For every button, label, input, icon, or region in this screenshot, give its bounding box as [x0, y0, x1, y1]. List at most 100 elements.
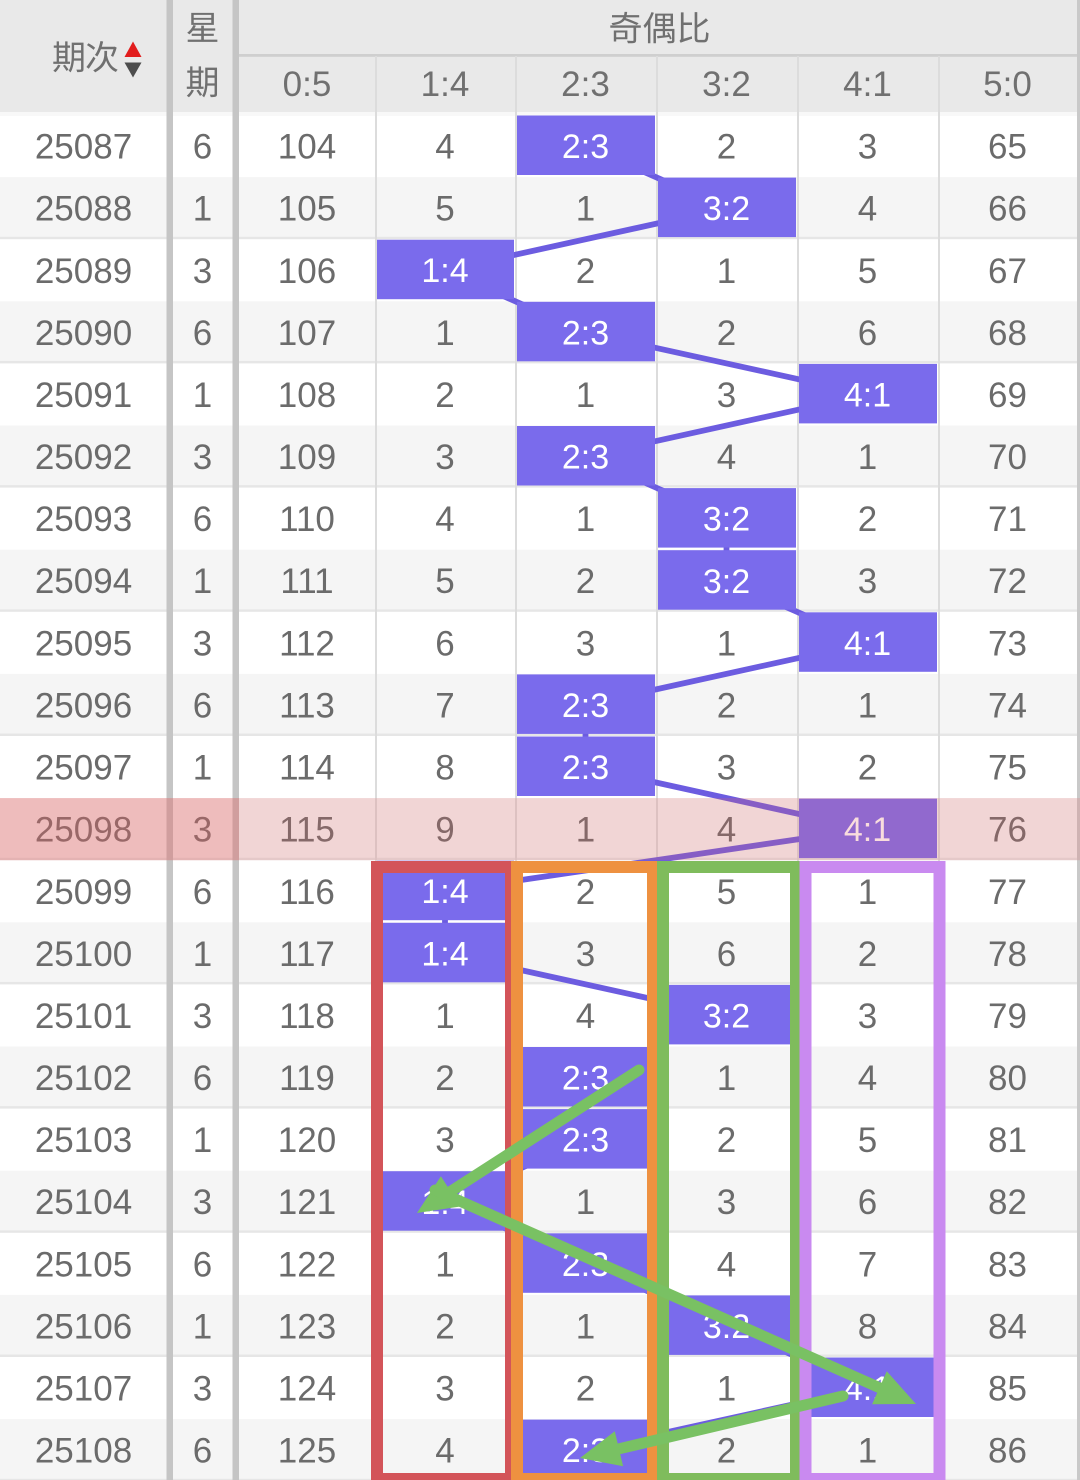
- svg-text:4: 4: [435, 1432, 454, 1471]
- svg-text:105: 105: [278, 190, 336, 229]
- svg-text:115: 115: [279, 811, 335, 850]
- svg-text:2: 2: [576, 873, 595, 912]
- svg-text:76: 76: [988, 811, 1027, 850]
- svg-text:5: 5: [435, 190, 454, 229]
- svg-text:118: 118: [279, 997, 335, 1036]
- svg-text:25088: 25088: [35, 190, 132, 229]
- svg-text:25096: 25096: [35, 686, 132, 725]
- svg-text:25104: 25104: [35, 1183, 132, 1222]
- svg-text:6: 6: [717, 935, 736, 974]
- svg-text:109: 109: [278, 438, 336, 477]
- svg-text:25098: 25098: [35, 811, 132, 850]
- svg-text:77: 77: [988, 873, 1027, 912]
- svg-text:6: 6: [193, 500, 212, 539]
- svg-text:6: 6: [858, 1183, 877, 1222]
- svg-text:123: 123: [278, 1308, 336, 1347]
- svg-text:83: 83: [988, 1245, 1027, 1284]
- svg-text:65: 65: [988, 128, 1027, 167]
- svg-text:0:5: 0:5: [283, 65, 332, 104]
- svg-text:3:2: 3:2: [703, 997, 750, 1035]
- svg-text:67: 67: [988, 252, 1027, 291]
- svg-text:1: 1: [193, 1308, 212, 1347]
- svg-text:66: 66: [988, 190, 1027, 229]
- svg-text:3: 3: [576, 935, 595, 974]
- svg-text:1: 1: [576, 500, 595, 539]
- svg-text:2: 2: [858, 935, 877, 974]
- svg-text:3: 3: [193, 811, 212, 850]
- svg-text:25108: 25108: [35, 1432, 132, 1471]
- svg-text:2:3: 2:3: [562, 314, 609, 352]
- svg-text:1:4: 1:4: [421, 873, 468, 911]
- svg-text:74: 74: [988, 686, 1027, 725]
- svg-text:71: 71: [988, 500, 1027, 539]
- svg-text:3: 3: [435, 1121, 454, 1160]
- svg-text:5: 5: [858, 1121, 877, 1160]
- svg-text:116: 116: [279, 873, 335, 912]
- svg-text:80: 80: [988, 1059, 1027, 1098]
- svg-text:4:1: 4:1: [844, 625, 891, 663]
- svg-text:2:3: 2:3: [562, 749, 609, 787]
- svg-text:25093: 25093: [35, 500, 132, 539]
- svg-text:5: 5: [717, 873, 736, 912]
- svg-text:112: 112: [279, 624, 335, 663]
- svg-text:82: 82: [988, 1183, 1027, 1222]
- svg-text:120: 120: [278, 1121, 336, 1160]
- svg-text:2: 2: [717, 686, 736, 725]
- svg-text:8: 8: [435, 749, 454, 788]
- svg-text:25089: 25089: [35, 252, 132, 291]
- svg-text:1: 1: [193, 190, 212, 229]
- svg-text:25095: 25095: [35, 624, 132, 663]
- svg-text:3:2: 3:2: [703, 501, 750, 539]
- svg-text:25090: 25090: [35, 314, 132, 353]
- svg-text:7: 7: [435, 686, 454, 725]
- svg-text:3: 3: [193, 252, 212, 291]
- svg-text:3: 3: [717, 749, 736, 788]
- svg-text:117: 117: [279, 935, 335, 974]
- svg-text:2: 2: [717, 1432, 736, 1471]
- svg-text:2: 2: [435, 1308, 454, 1347]
- svg-text:25087: 25087: [35, 128, 132, 167]
- svg-text:3: 3: [858, 997, 877, 1036]
- svg-text:6: 6: [193, 1059, 212, 1098]
- svg-text:1: 1: [576, 376, 595, 415]
- svg-text:2: 2: [576, 562, 595, 601]
- svg-text:6: 6: [193, 686, 212, 725]
- svg-text:25106: 25106: [35, 1308, 132, 1347]
- svg-text:1: 1: [717, 624, 736, 663]
- svg-text:8: 8: [858, 1308, 877, 1347]
- svg-text:121: 121: [278, 1183, 336, 1222]
- svg-text:2: 2: [858, 749, 877, 788]
- svg-text:25099: 25099: [35, 873, 132, 912]
- svg-text:73: 73: [988, 624, 1027, 663]
- svg-text:1: 1: [193, 935, 212, 974]
- svg-text:9: 9: [435, 811, 454, 850]
- svg-text:72: 72: [988, 562, 1027, 601]
- svg-text:4:1: 4:1: [843, 65, 892, 104]
- svg-text:2:3: 2:3: [561, 65, 610, 104]
- svg-text:3: 3: [193, 438, 212, 477]
- svg-text:113: 113: [279, 686, 335, 725]
- svg-text:107: 107: [278, 314, 336, 353]
- svg-text:1: 1: [858, 873, 877, 912]
- svg-text:1:4: 1:4: [421, 65, 470, 104]
- svg-text:3: 3: [858, 128, 877, 167]
- svg-text:5: 5: [858, 252, 877, 291]
- svg-text:3: 3: [858, 562, 877, 601]
- svg-text:6: 6: [435, 624, 454, 663]
- svg-text:6: 6: [193, 1432, 212, 1471]
- svg-text:2:3: 2:3: [562, 128, 609, 166]
- svg-text:2: 2: [717, 1121, 736, 1160]
- svg-text:25107: 25107: [35, 1370, 132, 1409]
- svg-text:106: 106: [278, 252, 336, 291]
- svg-text:25105: 25105: [35, 1245, 132, 1284]
- svg-text:69: 69: [988, 376, 1027, 415]
- svg-text:1: 1: [435, 997, 454, 1036]
- svg-text:3: 3: [193, 1183, 212, 1222]
- svg-text:4:1: 4:1: [844, 811, 891, 849]
- svg-text:6: 6: [193, 314, 212, 353]
- svg-text:7: 7: [858, 1245, 877, 1284]
- svg-text:75: 75: [988, 749, 1027, 788]
- svg-text:125: 125: [278, 1432, 336, 1471]
- svg-text:1: 1: [717, 1370, 736, 1409]
- svg-text:1: 1: [858, 438, 877, 477]
